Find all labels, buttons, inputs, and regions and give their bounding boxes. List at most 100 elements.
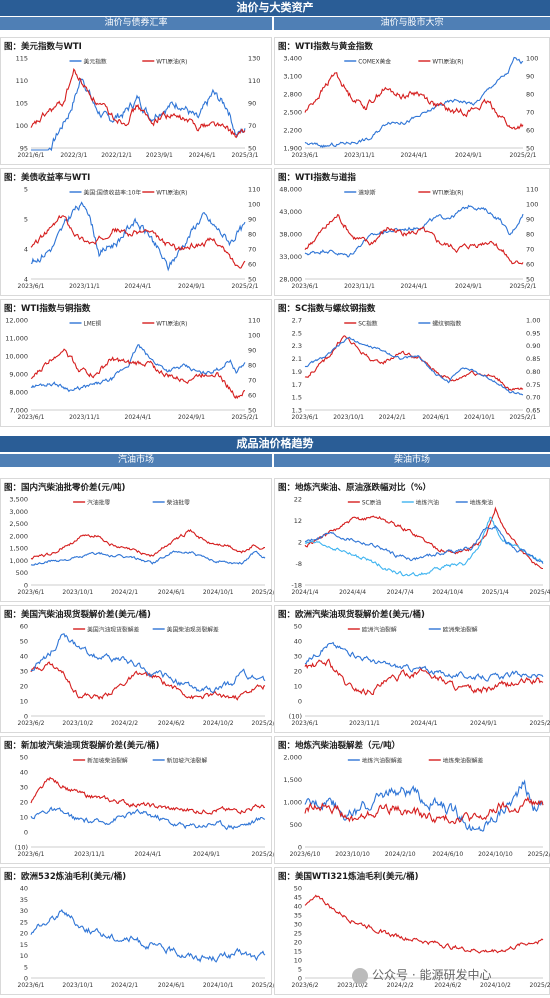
x-tick-label: 2024/10/1 xyxy=(464,414,495,421)
x-tick-label: 2025/2/1 xyxy=(252,851,279,858)
x-tick-label: 2024/9/1 xyxy=(470,720,497,727)
legend-label: WTI原油(R) xyxy=(432,58,463,66)
chart-panel-p13: 图：欧洲532炼油毛利(美元/桶) 40 35 30 25 20 15 10 5 0 2023/6/… xyxy=(0,867,279,995)
y2-tick-label: 0.65 xyxy=(526,407,540,415)
subheader-stocks-commodities: 油价与股市大宗 xyxy=(274,17,550,30)
y-tick-label: 15 xyxy=(20,941,28,949)
y-tick-label: 4 xyxy=(24,246,28,254)
x-tick-label: 2024/9/1 xyxy=(178,283,205,290)
y-tick-label: 15 xyxy=(294,948,302,956)
x-tick-label: 2024/2/1 xyxy=(379,414,406,421)
y2-tick-label: 70 xyxy=(248,246,256,254)
legend-label: 柴油批零 xyxy=(167,499,190,507)
x-tick-label: 2024/4/1 xyxy=(401,152,428,159)
series-line xyxy=(31,78,246,152)
x-tick-label: 2025/3/1 xyxy=(232,152,259,159)
x-tick-label: 2024/4/1 xyxy=(135,851,162,858)
chart-title: 图：美国WTI321炼油毛利(美元/桶) xyxy=(278,872,419,882)
y2-tick-label: 100 xyxy=(248,201,260,209)
y-tick-label: 4 xyxy=(24,276,28,284)
y2-tick-label: 0.70 xyxy=(526,394,540,402)
y2-tick-label: 70 xyxy=(248,377,256,385)
x-tick-label: 2025/2/1 xyxy=(510,414,537,421)
y2-tick-label: 50 xyxy=(526,276,534,284)
chart-title: 图：欧洲532炼油毛利(美元/桶) xyxy=(4,872,127,882)
legend-label: WTI原油(R) xyxy=(432,189,463,197)
y-tick-label: 20 xyxy=(294,939,302,947)
y-tick-label: 10 xyxy=(294,683,302,691)
chart-svg: 50 40 30 20 10 0 (10)2023/6/1 2023/11/1 2024/4/1… xyxy=(289,623,550,728)
y2-tick-label: 90 xyxy=(248,216,256,224)
y2-tick-label: 1.00 xyxy=(526,317,540,325)
x-tick-label: 2023/6/10 xyxy=(290,851,321,858)
y2-tick-label: 50 xyxy=(248,276,256,284)
y2-tick-label: 70 xyxy=(526,109,534,117)
y-tick-label: 10,000 xyxy=(5,353,28,361)
y2-tick-label: 100 xyxy=(248,332,260,340)
x-tick-label: 2024/4/1 xyxy=(411,720,438,727)
y2-tick-label: 50 xyxy=(526,145,534,153)
y-tick-label: 30 xyxy=(20,784,28,792)
y-tick-label: 10 xyxy=(20,698,28,706)
y-tick-label: 20 xyxy=(20,799,28,807)
y-tick-label: 110 xyxy=(16,77,28,85)
wechat-logo-icon xyxy=(352,967,368,984)
y2-tick-label: 110 xyxy=(248,186,260,194)
series-line xyxy=(304,658,544,696)
y-tick-label: 3,400 xyxy=(283,55,302,63)
x-tick-label: 2023/10/1 xyxy=(62,982,93,989)
legend-label: 地炼柴油 xyxy=(470,499,493,507)
legend-label: 欧洲柴油裂解 xyxy=(443,626,478,634)
y-tick-label: 0 xyxy=(24,582,28,590)
x-tick-label: 2022/3/1 xyxy=(60,152,87,159)
chart-panel-p2: 图：WTI指数与黄金指数 3,400 3,100 2,800 2,500 2,200 1,9… xyxy=(274,37,550,165)
series-line xyxy=(30,68,246,139)
x-tick-label: 2025/2/10 xyxy=(528,851,550,858)
y2-tick-label: 80 xyxy=(526,231,534,239)
series-line xyxy=(30,348,245,400)
y2-tick-label: 50 xyxy=(248,407,256,415)
section-header-assets: 油价与大类资产 xyxy=(0,0,550,16)
y-tick-label: 5 xyxy=(24,963,28,971)
y-tick-label: 0 xyxy=(24,829,28,837)
x-tick-label: 2024/9/1 xyxy=(178,414,205,421)
y-tick-label: 500 xyxy=(16,569,28,577)
x-tick-label: 2024/7/4 xyxy=(387,589,414,596)
x-tick-label: 2023/9/1 xyxy=(146,152,173,159)
y-tick-label: 2,500 xyxy=(9,520,28,528)
x-tick-label: 2023/6/1 xyxy=(292,414,319,421)
x-tick-label: 2024/2/1 xyxy=(111,589,138,596)
y-tick-label: 3,100 xyxy=(283,73,302,81)
x-tick-label: 2024/6/1 xyxy=(158,589,185,596)
y-tick-label: 1,000 xyxy=(283,799,302,807)
y-tick-label: 20 xyxy=(294,668,302,676)
x-tick-label: 2025/2/1 xyxy=(232,414,259,421)
x-tick-label: 2024/10/2 xyxy=(203,720,234,727)
y-tick-label: 12 xyxy=(294,517,302,525)
y-tick-label: 60 xyxy=(20,623,28,631)
series-line xyxy=(304,213,524,265)
y-tick-label: 2,000 xyxy=(283,754,302,762)
y-tick-label: 22 xyxy=(294,496,302,504)
chart-svg: 50 40 30 20 10 0 (10)2023/6/1 2023/11/1 2024/4/1… xyxy=(15,754,279,859)
series-line xyxy=(304,524,544,564)
x-tick-label: 2024/6/1 xyxy=(158,982,185,989)
section-header-products: 成品油价格趋势 xyxy=(0,436,550,452)
chart-panel-p9: 图：美国汽柴油现货裂解价差(美元/桶) 60 50 40 30 20 10 0 2023/6/2… xyxy=(0,605,279,733)
x-tick-label: 2023/11/1 xyxy=(69,414,100,421)
chart-svg: 3,400 3,100 2,800 2,500 2,200 1,900 100 90 80 70 6… xyxy=(283,55,538,160)
y2-tick-label: 0.90 xyxy=(526,342,540,350)
y-tick-label: 105 xyxy=(16,100,28,108)
chart-title: 图：国内汽柴油批零价差(元/吨) xyxy=(4,483,126,493)
y2-tick-label: 60 xyxy=(248,261,256,269)
series-line xyxy=(30,550,266,566)
y2-tick-label: 100 xyxy=(526,55,538,63)
series-line xyxy=(30,908,266,963)
legend-label: LME铜 xyxy=(84,320,102,328)
x-tick-label: 2024/10/1 xyxy=(203,982,234,989)
y-tick-label: 50 xyxy=(294,623,302,631)
x-tick-label: 2023/10/2 xyxy=(62,720,93,727)
